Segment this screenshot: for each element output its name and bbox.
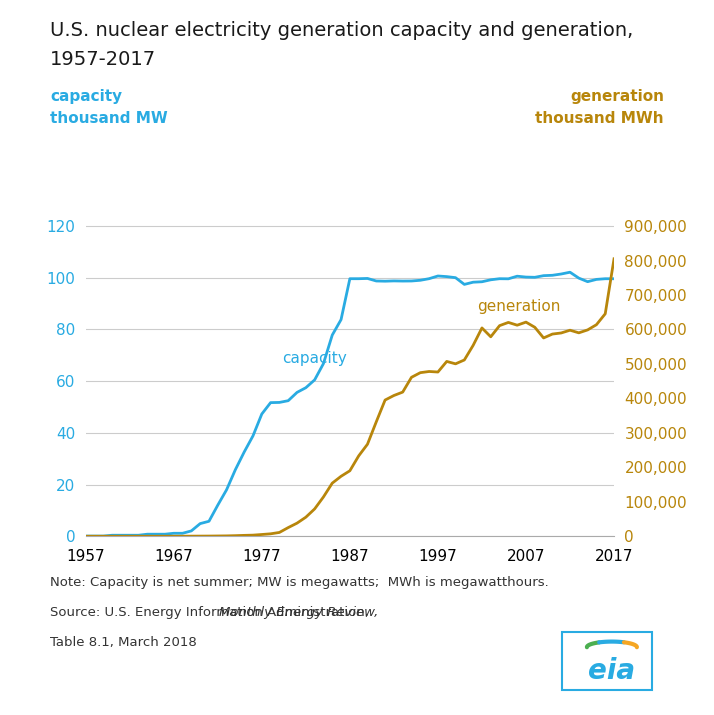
Text: eia: eia: [588, 657, 635, 685]
Text: thousand MWh: thousand MWh: [536, 111, 664, 126]
Text: capacity: capacity: [50, 89, 122, 104]
Text: Note: Capacity is net summer; MW is megawatts;  MWh is megawatthours.: Note: Capacity is net summer; MW is mega…: [50, 576, 549, 588]
Text: generation: generation: [478, 299, 561, 314]
Text: Monthly Energy Review,: Monthly Energy Review,: [219, 606, 378, 618]
Text: 1957-2017: 1957-2017: [50, 50, 156, 69]
Text: thousand MW: thousand MW: [50, 111, 168, 126]
Text: Source: U.S. Energy Information Administration,: Source: U.S. Energy Information Administ…: [50, 606, 373, 618]
Text: Table 8.1, March 2018: Table 8.1, March 2018: [50, 636, 197, 649]
Text: capacity: capacity: [282, 350, 347, 365]
Text: U.S. nuclear electricity generation capacity and generation,: U.S. nuclear electricity generation capa…: [50, 21, 633, 41]
Text: generation: generation: [570, 89, 664, 104]
